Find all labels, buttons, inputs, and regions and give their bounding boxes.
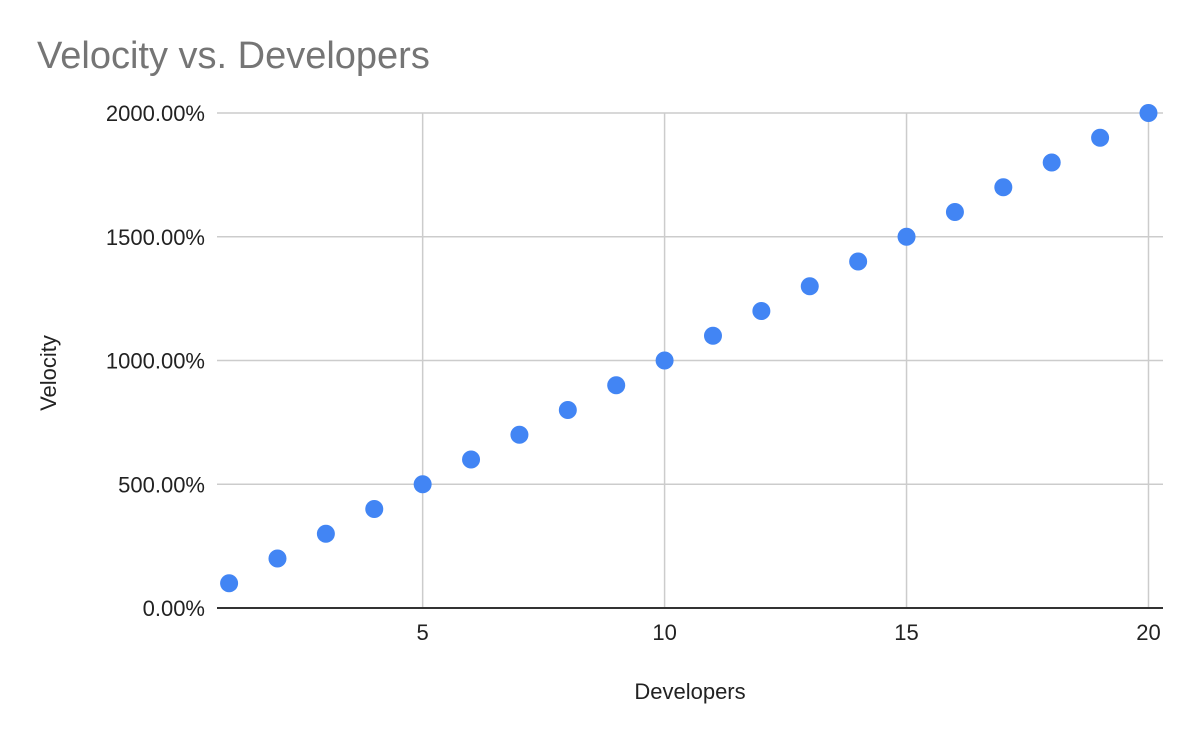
data-point <box>220 574 239 593</box>
x-tick-label: 20 <box>1136 620 1160 645</box>
chart-title: Velocity vs. Developers <box>37 35 430 77</box>
y-tick-label: 2000.00% <box>106 101 205 126</box>
data-point <box>752 302 771 320</box>
data-point <box>413 475 432 494</box>
data-point <box>316 524 335 543</box>
y-axis-title: Velocity <box>36 335 61 411</box>
data-point <box>1042 153 1061 172</box>
x-tick-label: 5 <box>417 620 429 645</box>
data-point <box>703 326 722 345</box>
data-point <box>510 425 529 444</box>
data-point <box>849 252 868 271</box>
data-point <box>655 351 674 370</box>
x-tick-label: 10 <box>652 620 676 645</box>
data-point <box>1139 104 1158 122</box>
y-axis-tick-labels: 0.00% 500.00% 1000.00% 1500.00% 2000.00% <box>106 101 205 621</box>
y-tick-label: 500.00% <box>118 472 205 497</box>
y-tick-label: 0.00% <box>143 596 205 621</box>
x-tick-label: 15 <box>894 620 918 645</box>
x-axis-tick-labels: 5 10 15 20 <box>417 620 1161 645</box>
data-point <box>607 376 626 395</box>
data-point <box>462 450 481 469</box>
data-point <box>365 500 384 518</box>
data-point <box>897 227 916 246</box>
data-point <box>558 401 577 419</box>
data-point <box>1091 128 1110 147</box>
data-point <box>800 277 819 296</box>
data-point <box>994 178 1013 197</box>
data-point <box>945 203 964 221</box>
x-axis-title: Developers <box>634 679 745 704</box>
gridlines <box>217 112 1163 608</box>
y-tick-label: 1500.00% <box>106 225 205 250</box>
data-point <box>268 549 287 568</box>
data-points <box>220 104 1158 593</box>
y-tick-label: 1000.00% <box>106 349 205 374</box>
